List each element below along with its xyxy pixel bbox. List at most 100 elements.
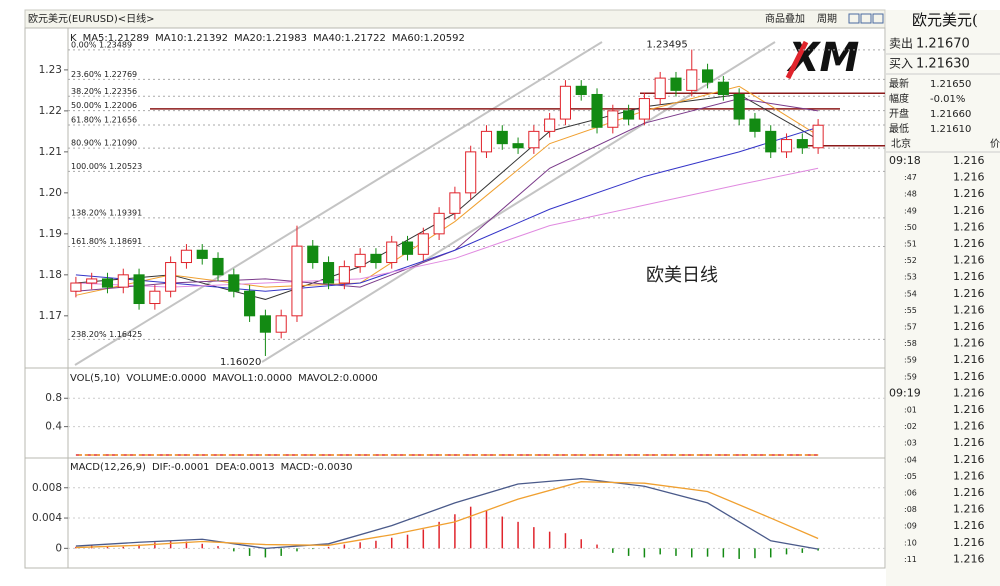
fib-label: 80.90% 1.21090 [71, 139, 137, 148]
tick-time: :09 [904, 522, 917, 531]
candle-body [544, 118, 556, 132]
price-annotation: 1.16020 [220, 357, 261, 368]
legend-entry: K [70, 33, 77, 44]
stat-value: 1.21610 [930, 124, 971, 135]
fib-label: 161.80% 1.18691 [71, 237, 142, 246]
candle-body [765, 130, 777, 153]
candle-body [575, 85, 587, 95]
legend-entry: MA20:1.21983 [234, 33, 307, 44]
tick-price: 1.216 [953, 386, 985, 399]
toolbar-icons[interactable] [848, 13, 884, 24]
fib-label: 50.00% 1.22006 [71, 101, 137, 110]
logo-accent [785, 40, 809, 80]
candle-body [180, 249, 192, 264]
link-period[interactable]: 周期 [817, 13, 837, 25]
tick-time: :47 [904, 173, 917, 182]
tick-price: 1.216 [953, 337, 985, 350]
candle-body [338, 266, 350, 284]
y-tick-label: 0.004 [32, 512, 62, 524]
quote-value: 1.21670 [916, 37, 970, 52]
tick-time: :02 [904, 422, 917, 431]
tick-time: :52 [904, 256, 917, 265]
candle-body [686, 69, 698, 91]
y-tick-label: 0 [55, 542, 62, 554]
candle-body [654, 77, 666, 100]
fib-label: 100.00% 1.20523 [71, 162, 142, 171]
candle-body [86, 278, 98, 284]
candle-body [480, 130, 493, 153]
tick-time: :58 [904, 339, 917, 348]
tick-price: 1.216 [953, 237, 985, 250]
stat-value: 1.21660 [930, 109, 971, 120]
quote-title: 欧元美元( [912, 11, 978, 29]
candle-body [370, 253, 382, 264]
candle-body [212, 257, 224, 276]
y-tick-label: 1.19 [39, 228, 62, 240]
tick-time: :59 [904, 372, 917, 381]
window-title: 欧元美元(EURUSD)<日线> [28, 12, 155, 25]
tick-time: :57 [904, 323, 917, 332]
fib-label: 0.00% 1.23489 [71, 40, 132, 49]
legend-entry: DEA:0.0013 [216, 462, 275, 473]
tick-time: :01 [904, 406, 917, 415]
legend-entry: MA5:1.21289 [83, 33, 150, 44]
tick-price: 1.216 [953, 187, 985, 200]
candle-body [433, 212, 445, 235]
tick-time: :49 [904, 206, 917, 215]
y-tick-label: 1.21 [39, 146, 62, 158]
icon[interactable] [860, 13, 872, 24]
candle-body [149, 290, 161, 305]
candle-body [196, 249, 208, 259]
tick-price: 1.216 [953, 154, 985, 167]
candle-body [386, 241, 398, 264]
tick-price: 1.216 [953, 469, 985, 482]
tick-price: 1.216 [953, 287, 985, 300]
tick-price: 1.216 [953, 270, 985, 283]
quote-panel [886, 10, 1000, 586]
y-tick-label: 1.23 [39, 64, 62, 76]
tick-price: 1.216 [953, 220, 985, 233]
tick-time: :10 [904, 538, 917, 547]
price-annotation: 1.23495 [646, 40, 687, 51]
fib-label: 238.20% 1.16425 [71, 330, 142, 339]
legend-entry: MA10:1.21392 [155, 33, 228, 44]
y-tick-label: 0.4 [45, 421, 62, 433]
candle-body [528, 130, 540, 149]
tick-time: :54 [904, 289, 917, 298]
icon[interactable] [872, 13, 884, 24]
candle-body [812, 124, 824, 149]
ma-line [75, 85, 819, 296]
legend-entry: VOLUME:0.0000 [126, 373, 206, 384]
legend-entry: MA40:1.21722 [313, 33, 386, 44]
candle-body [623, 110, 635, 120]
icon[interactable] [848, 13, 860, 24]
tick-price: 1.216 [953, 552, 985, 565]
ticks-header: 价 [990, 138, 1000, 150]
chart-frame [24, 27, 886, 569]
link-overlay[interactable]: 商品叠加 [765, 12, 805, 25]
candle-body [401, 241, 414, 255]
candle-body [417, 233, 429, 255]
ma-line [75, 167, 819, 288]
tick-time: :48 [904, 190, 917, 199]
candle-body [117, 274, 129, 288]
y-tick-label: 1.20 [39, 187, 62, 199]
tick-price: 1.216 [953, 370, 985, 383]
legend-entry: MA60:1.20592 [392, 33, 465, 44]
candle-body [228, 274, 240, 292]
tick-price: 1.216 [953, 486, 985, 499]
tick-price: 1.216 [953, 536, 985, 549]
legend-entry: MAVOL1:0.0000 [212, 373, 292, 384]
quote-label: 卖出 [889, 37, 913, 51]
candle-body [244, 290, 256, 317]
candle-body [496, 130, 508, 145]
tick-price: 1.216 [953, 403, 985, 416]
candle-body [559, 85, 571, 120]
legend-entry: MAVOL2:0.0000 [298, 373, 378, 384]
y-tick-label: 0.8 [45, 392, 62, 404]
fib-label: 138.20% 1.19391 [71, 208, 142, 217]
candle-body [591, 93, 603, 128]
candle-body [354, 253, 366, 268]
tick-price: 1.216 [953, 453, 985, 466]
y-tick-label: 0.008 [32, 482, 62, 494]
